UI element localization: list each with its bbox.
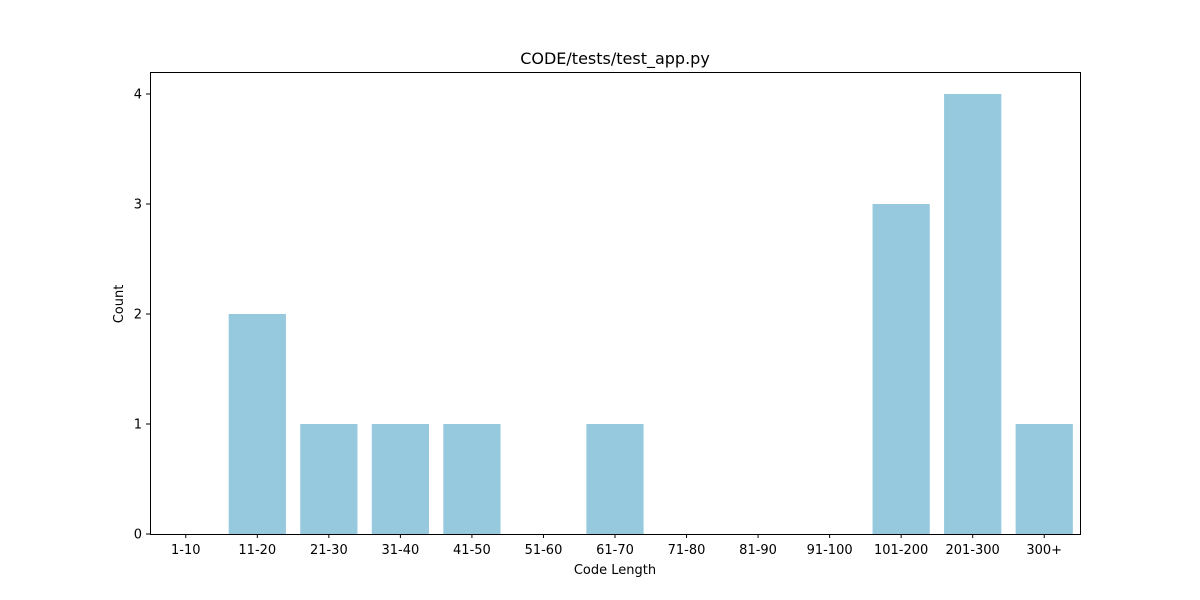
bar-41-50	[443, 424, 501, 534]
bar-201-300	[944, 94, 1002, 534]
x-tick-label: 41-50	[453, 543, 491, 558]
x-tick-label: 81-90	[739, 543, 777, 558]
bar-300+	[1015, 424, 1073, 534]
plot-frame	[150, 72, 1081, 535]
bar-31-40	[371, 424, 429, 534]
x-tick-label: 11-20	[238, 543, 276, 558]
x-tick-label: 300+	[1026, 543, 1062, 558]
y-axis-ticks: 0 1 2 3 4	[134, 88, 150, 543]
x-tick-label: 91-100	[807, 543, 853, 558]
x-tick-label: 101-200	[874, 543, 928, 558]
x-tick-label: 71-80	[668, 543, 706, 558]
bars-group	[228, 94, 1073, 534]
x-tick-label: 61-70	[596, 543, 634, 558]
bar-11-20	[228, 314, 286, 534]
x-tick-label: 1-10	[171, 543, 201, 558]
x-axis-label: Code Length	[574, 563, 656, 578]
x-tick-label: 201-300	[946, 543, 1000, 558]
chart-title: CODE/tests/test_app.py	[520, 49, 710, 69]
bar-61-70	[586, 424, 644, 534]
y-tick-label: 0	[134, 528, 142, 543]
x-axis-ticks: 1-10 11-20 21-30 31-40 41-50 51-60 61-70 71-80 8…	[171, 534, 1062, 558]
y-tick-label: 3	[134, 198, 142, 213]
x-tick-label: 51-60	[525, 543, 563, 558]
x-tick-label: 21-30	[310, 543, 348, 558]
y-tick-label: 2	[134, 308, 142, 323]
y-tick-label: 1	[134, 418, 142, 433]
y-tick-label: 4	[134, 88, 142, 103]
bar-21-30	[300, 424, 358, 534]
y-axis-label: Count	[112, 285, 127, 324]
bar-101-200	[872, 204, 930, 534]
x-tick-label: 31-40	[381, 543, 419, 558]
